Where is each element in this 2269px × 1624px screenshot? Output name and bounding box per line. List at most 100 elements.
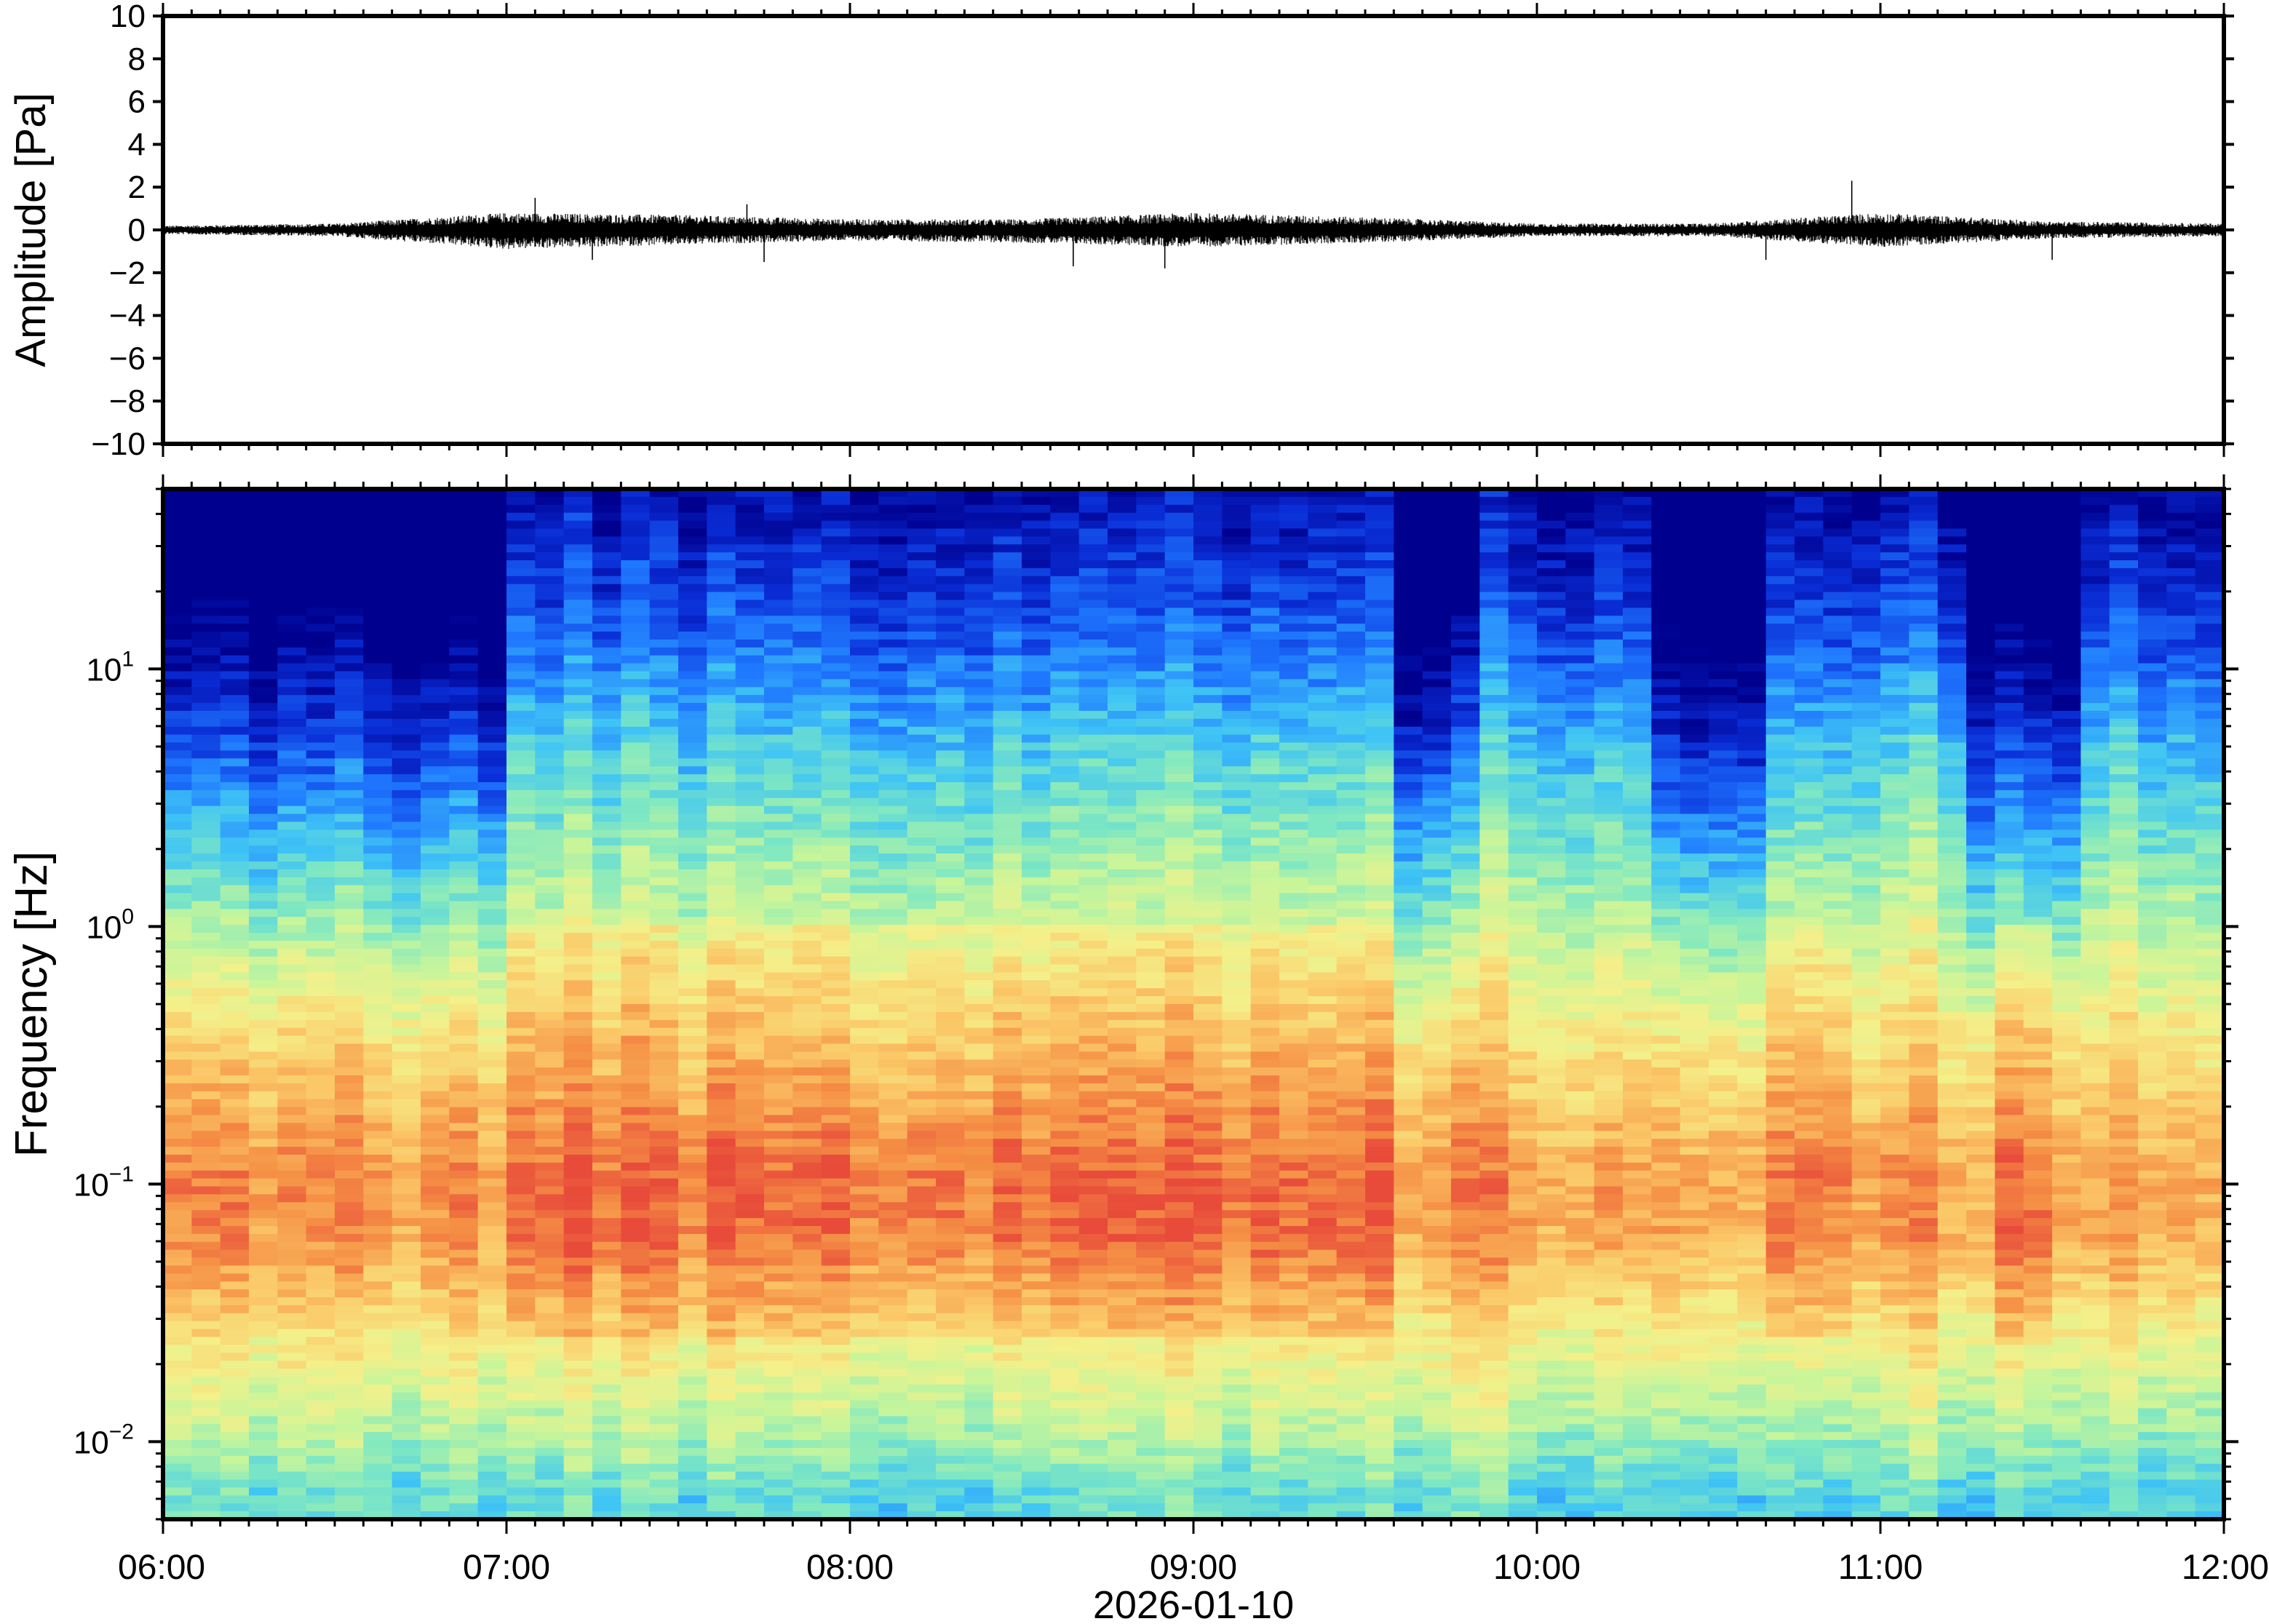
spectrogram-cell bbox=[535, 1305, 565, 1314]
spectrogram-cell bbox=[563, 805, 593, 815]
spectrogram-cell bbox=[392, 1384, 421, 1393]
spectrogram-cell bbox=[392, 1043, 421, 1052]
spectrogram-cell bbox=[1108, 576, 1137, 585]
spectrogram-cell bbox=[191, 988, 221, 997]
spectrogram-cell bbox=[592, 671, 621, 680]
spectrogram-cell bbox=[764, 972, 793, 981]
spectrogram-cell bbox=[1078, 861, 1108, 870]
spectrogram-cell bbox=[907, 608, 937, 616]
spectrogram-cell bbox=[163, 687, 192, 696]
spectrogram-cell bbox=[421, 496, 450, 506]
spectrogram-cell bbox=[678, 1289, 707, 1298]
spectrogram-cell bbox=[707, 663, 736, 672]
spectrogram-cell bbox=[449, 1083, 479, 1092]
spectrogram-cell bbox=[621, 821, 651, 830]
spectrogram-cell bbox=[477, 821, 507, 830]
spectrogram-cell bbox=[964, 813, 994, 823]
spectrogram-cell bbox=[277, 552, 307, 561]
spectrogram-cell bbox=[220, 1479, 250, 1489]
spectrogram-cell bbox=[363, 909, 393, 918]
spectrogram-cell bbox=[563, 1123, 593, 1131]
spectrogram-cell bbox=[592, 750, 621, 759]
spectrogram-cell bbox=[477, 1011, 507, 1021]
spectrogram-cell bbox=[392, 1329, 421, 1338]
spectrogram-cell bbox=[878, 568, 908, 577]
spectrogram-cell bbox=[1164, 544, 1194, 553]
spectrogram-cell bbox=[964, 671, 994, 680]
spectrogram-cell bbox=[506, 853, 536, 862]
spectrogram-cell bbox=[535, 1170, 565, 1179]
spectrogram-cell bbox=[850, 1511, 879, 1519]
spectrogram-cell bbox=[707, 861, 736, 870]
spectrogram-cell bbox=[1193, 1139, 1223, 1147]
spectrogram-cell bbox=[306, 782, 335, 791]
spectrogram-cell bbox=[1050, 925, 1080, 934]
spectrogram-cell bbox=[477, 679, 507, 688]
spectrogram-cell bbox=[449, 536, 479, 545]
spectrogram-cell bbox=[277, 1479, 307, 1489]
spectrogram-cell bbox=[993, 1249, 1022, 1259]
spectrogram-cell bbox=[907, 568, 937, 577]
spectrogram-cell bbox=[163, 750, 192, 759]
spectrogram-cell bbox=[792, 1147, 822, 1155]
spectrogram-cell bbox=[363, 774, 393, 783]
spectrogram-cell bbox=[993, 1511, 1022, 1519]
spectrogram-cell bbox=[735, 1170, 765, 1179]
spectrogram-cell bbox=[1078, 1043, 1108, 1052]
spectrogram-cell bbox=[506, 1305, 536, 1314]
spectrogram-cell bbox=[535, 1281, 565, 1290]
spectrogram-cell bbox=[592, 980, 621, 989]
spectrogram-cell bbox=[964, 1043, 994, 1052]
spectrogram-cell bbox=[678, 972, 707, 981]
spectrogram-cell bbox=[449, 869, 479, 878]
spectrogram-cell bbox=[707, 512, 736, 522]
spectrogram-cell bbox=[964, 1241, 994, 1251]
spectrogram-cell bbox=[163, 1511, 192, 1519]
spectrogram-cell bbox=[506, 632, 536, 640]
spectrogram-cell bbox=[249, 1011, 278, 1021]
spectrogram-cell bbox=[191, 1154, 221, 1163]
spectrogram-cell bbox=[792, 1004, 822, 1013]
spectrogram-cell bbox=[707, 1503, 736, 1512]
spectrogram-cell bbox=[563, 782, 593, 791]
spectrogram-cell bbox=[163, 504, 192, 514]
spectrogram-cell bbox=[1022, 1297, 1051, 1306]
spectrogram-cell bbox=[449, 758, 479, 767]
spectrogram-cell bbox=[850, 496, 879, 506]
spectrogram-cell bbox=[449, 734, 479, 744]
spectrogram-cell bbox=[1164, 608, 1194, 616]
spectrogram-cell bbox=[993, 1004, 1022, 1013]
spectrogram-cell bbox=[792, 496, 822, 506]
spectrogram-cell bbox=[707, 925, 736, 934]
spectrogram-cell bbox=[392, 679, 421, 688]
spectrogram-cell bbox=[535, 1455, 565, 1465]
spectrogram-cell bbox=[850, 956, 879, 966]
spectrogram-cell bbox=[191, 703, 221, 712]
spectrogram-cell bbox=[878, 584, 908, 593]
spectrogram-cell bbox=[249, 1004, 278, 1013]
spectrogram-cell bbox=[191, 877, 221, 886]
spectrogram-cell bbox=[421, 718, 450, 728]
spectrogram-cell bbox=[335, 1027, 364, 1037]
spectrogram-cell bbox=[1193, 1027, 1223, 1037]
spectrogram-cell bbox=[506, 608, 536, 616]
spectrogram-cell bbox=[306, 1305, 335, 1314]
spectrogram-cell bbox=[1022, 774, 1051, 783]
spectrogram-cell bbox=[363, 1147, 393, 1155]
spectrogram-cell bbox=[535, 782, 565, 791]
spectrogram-cell bbox=[1050, 845, 1080, 854]
spectrogram-cell bbox=[563, 560, 593, 569]
spectrogram-cell bbox=[707, 1147, 736, 1155]
spectrogram-cell bbox=[421, 1455, 450, 1465]
spectrogram-cell bbox=[964, 632, 994, 640]
spectrogram-cell bbox=[392, 1218, 421, 1227]
spectrogram-cell bbox=[1022, 758, 1051, 767]
spectrogram-cell bbox=[678, 703, 707, 712]
spectrogram-cell bbox=[821, 1004, 851, 1013]
spectrogram-cell bbox=[878, 520, 908, 530]
spectrogram-cell bbox=[649, 1162, 679, 1171]
spectrogram-cell bbox=[1164, 1479, 1194, 1489]
spectrogram-cell bbox=[249, 1265, 278, 1274]
spectrogram-cell bbox=[907, 703, 937, 712]
spectrogram-cell bbox=[850, 1369, 879, 1377]
